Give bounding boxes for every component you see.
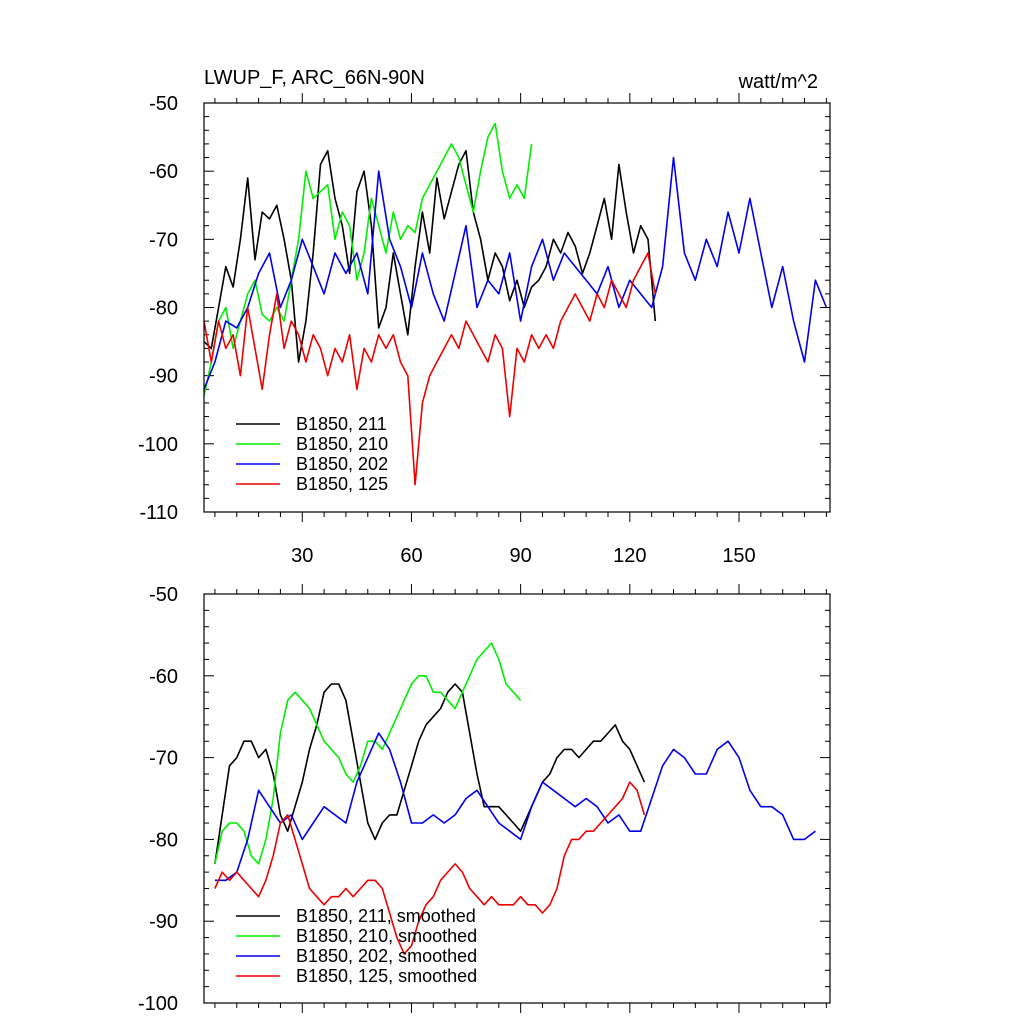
- units-label: watt/m^2: [738, 71, 818, 93]
- y-tick-label: -90: [149, 366, 178, 388]
- x-tick-label: 90: [510, 545, 532, 567]
- x-tick-label: 30: [291, 545, 313, 567]
- top-series-line-4: [203, 252, 657, 486]
- y-tick-label: -60: [149, 161, 178, 183]
- y-tick-label: -100: [138, 434, 178, 456]
- top-series-line-1: [203, 149, 657, 363]
- bottom-series-line-2: [214, 642, 522, 865]
- bottom-series-line-3: [214, 732, 816, 882]
- y-tick-label: -90: [149, 911, 178, 933]
- bottom-series-line-4: [214, 781, 646, 955]
- y-tick-label: -70: [149, 229, 178, 251]
- y-tick-label: -110: [139, 502, 178, 524]
- top-series-line-2: [203, 122, 533, 397]
- top-panel-series: [203, 122, 828, 486]
- bottom-panel-ticks: -100 -90 -80 -70 -60 -50: [138, 584, 830, 1015]
- bottom-legend-label-4: B1850, 125, smoothed: [296, 966, 477, 986]
- top-panel-ticks: -110 -100 -90 -80 -70 -60 -50 30 60 90 120 150: [138, 93, 830, 567]
- top-series-line-3: [203, 156, 828, 390]
- bottom-legend-label-2: B1850, 210, smoothed: [296, 926, 477, 946]
- y-tick-label: -100: [138, 993, 178, 1015]
- bottom-legend-label-1: B1850, 211, smoothed: [296, 906, 476, 926]
- top-legend-label-1: B1850, 211: [296, 414, 387, 434]
- top-panel: LWUP_F, ARC_66N-90N watt/m^2 -110 -100 -90…: [138, 67, 831, 567]
- y-tick-label: -50: [149, 93, 178, 115]
- y-tick-label: -70: [149, 748, 178, 770]
- bottom-series-line-1: [214, 683, 646, 865]
- x-tick-label: 120: [613, 545, 646, 567]
- bottom-panel-series: [214, 642, 816, 955]
- x-tick-label: 60: [400, 545, 422, 567]
- bottom-panel: -100 -90 -80 -70 -60 -50 B1850, 211, smoothed…: [138, 584, 831, 1015]
- top-plot-frame: [203, 102, 831, 513]
- top-legend-label-4: B1850, 125: [296, 474, 388, 494]
- y-tick-label: -60: [149, 666, 178, 688]
- x-tick-label: 150: [722, 545, 755, 567]
- bottom-legend-label-3: B1850, 202, smoothed: [296, 946, 477, 966]
- chart-title: LWUP_F, ARC_66N-90N: [204, 67, 425, 89]
- y-tick-label: -50: [149, 584, 178, 606]
- y-tick-label: -80: [149, 829, 178, 851]
- top-legend-label-2: B1850, 210: [296, 434, 388, 454]
- y-tick-label: -80: [149, 298, 178, 320]
- top-legend-label-3: B1850, 202: [296, 454, 388, 474]
- bottom-plot-frame: [203, 593, 831, 1004]
